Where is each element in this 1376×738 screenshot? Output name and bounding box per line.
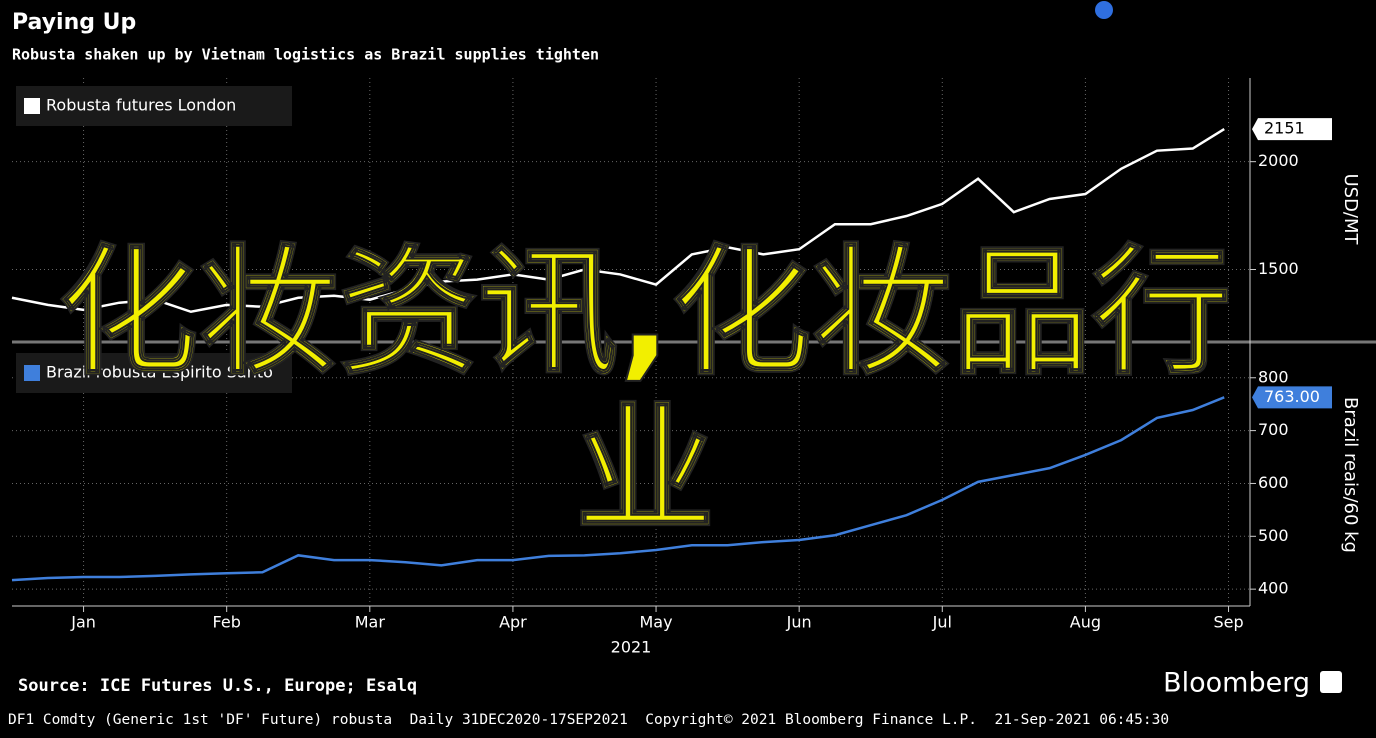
legend-box (16, 353, 292, 393)
x-tick-label: Sep (1213, 613, 1243, 632)
y-axis-title: Brazil reais/60 kg (1340, 397, 1361, 553)
chart-subtitle: Robusta shaken up by Vietnam logistics a… (12, 46, 599, 64)
x-tick-label: Aug (1070, 613, 1101, 632)
legend-box (16, 86, 292, 126)
x-tick-label: May (640, 613, 673, 632)
data-line (11, 128, 1225, 314)
brand-icon (1320, 671, 1342, 693)
y-tick-label: 800 (1258, 367, 1289, 386)
value-flag-label: 2151 (1264, 119, 1305, 138)
value-flag-label: 763.00 (1264, 387, 1320, 406)
x-tick-label: Jul (932, 613, 952, 632)
y-tick-label: 400 (1258, 579, 1289, 598)
y-axis-title: USD/MT (1340, 173, 1361, 245)
footer: DF1 Comdty (Generic 1st 'DF' Future) rob… (8, 712, 1169, 728)
x-axis-title: 2021 (611, 638, 652, 657)
y-tick-label: 600 (1258, 473, 1289, 492)
x-tick-label: Feb (213, 613, 241, 632)
overlay-text: 化妆资讯,化妆品行业 (57, 232, 1232, 553)
legend-swatch (24, 365, 40, 381)
x-tick-label: Apr (499, 613, 527, 632)
x-tick-label: Jun (786, 613, 812, 632)
x-tick-label: Jan (70, 613, 96, 632)
value-flag (1252, 386, 1332, 409)
chart-title: Paying Up (12, 10, 136, 35)
source: Source: ICE Futures U.S., Europe; Esalq (18, 676, 417, 696)
legend-label: Robusta futures London (46, 96, 236, 115)
brand: Bloomberg (1163, 668, 1310, 699)
decor-dot (1095, 1, 1113, 19)
legend-swatch (24, 98, 40, 114)
y-tick-label: 1500 (1258, 259, 1299, 278)
y-tick-label: 2000 (1258, 151, 1299, 170)
y-tick-label: 500 (1258, 526, 1289, 545)
data-line (11, 396, 1225, 582)
x-tick-label: Mar (355, 613, 386, 632)
legend-label: Brazil robusta Espirito Santo (46, 363, 273, 382)
value-flag (1252, 118, 1332, 141)
y-tick-label: 700 (1258, 420, 1289, 439)
